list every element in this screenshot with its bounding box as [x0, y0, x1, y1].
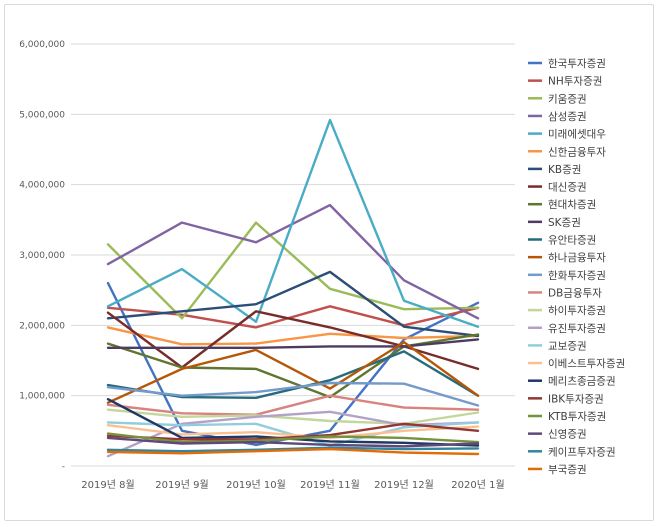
- y-axis-ticks: - 1,000,000 2,000,000 3,000,000 4,000,000 5,0…: [19, 40, 65, 472]
- legend-label: 대신증권: [548, 182, 587, 194]
- legend-label: 케이프투자증권: [548, 446, 616, 458]
- series-line-20: [106, 422, 480, 441]
- series-line-23: [106, 446, 480, 453]
- legend-label: 메리츠종금증권: [548, 376, 616, 388]
- legend-label: 현대차증권: [548, 199, 596, 211]
- legend-label: 한국투자증권: [548, 58, 606, 70]
- series-line-12: [106, 341, 480, 404]
- series-line-21: [106, 432, 480, 444]
- y-tick-label: 3,000,000: [19, 251, 65, 261]
- legend-label: 하나금융투자: [548, 251, 606, 264]
- series-line-7: [106, 270, 480, 338]
- x-tick-label: 2019년 9월: [155, 479, 208, 491]
- y-tick-label: -: [62, 462, 65, 472]
- series-line-6: [106, 326, 480, 346]
- series-line-15: [106, 408, 480, 425]
- series-line-5: [106, 118, 480, 328]
- legend-label: NH투자증권: [548, 76, 602, 88]
- x-tick-label: 2019년 10월: [226, 479, 286, 491]
- series-lines: [106, 118, 480, 458]
- legend-label: IBK투자증권: [548, 393, 604, 405]
- legend-label: 교보증권: [548, 340, 587, 352]
- series-line-22: [106, 436, 480, 448]
- x-axis-ticks: 2019년 8월 2019년 9월 2019년 10월 2019년 11월 2019년 …: [81, 479, 504, 491]
- y-tick-label: 2,000,000: [19, 321, 65, 331]
- x-tick-label: 2020년 1월: [451, 479, 504, 491]
- line-chart: - 1,000,000 2,000,000 3,000,000 4,000,000 5,0…: [19, 40, 625, 491]
- legend-label: 삼성증권: [548, 111, 587, 123]
- legend-label: 신영증권: [548, 429, 587, 441]
- series-line-13: [106, 381, 480, 407]
- y-tick-label: 5,000,000: [19, 110, 65, 120]
- legend-label: 하이투자증권: [548, 304, 606, 317]
- series-line-3: [106, 221, 480, 320]
- y-tick-label: 1,000,000: [19, 392, 65, 402]
- series-line-10: [106, 338, 480, 349]
- legend-label: 이베스트투자증권: [548, 358, 625, 370]
- legend-label: 미래에셋대우: [548, 129, 606, 141]
- y-tick-label: 6,000,000: [19, 40, 65, 50]
- series-line-14: [106, 394, 480, 416]
- legend-label: SK증권: [548, 217, 581, 229]
- legend-label: 부국증권: [548, 464, 587, 476]
- gridlines: [71, 43, 515, 467]
- legend-label: DB금융투자: [548, 287, 602, 299]
- legend-label: KTB투자증권: [548, 411, 606, 423]
- x-tick-label: 2019년 11월: [300, 479, 360, 491]
- legend-label: 유진투자증권: [548, 323, 606, 335]
- y-tick-label: 4,000,000: [19, 181, 65, 191]
- legend-label: KB증권: [548, 164, 581, 176]
- legend-label: 유안타증권: [548, 235, 596, 247]
- legend-label: 신한금융투자: [548, 146, 606, 158]
- legend-label: 한화투자증권: [548, 270, 606, 282]
- chart-frame: - 1,000,000 2,000,000 3,000,000 4,000,000 5,0…: [4, 4, 654, 521]
- series-line-11: [106, 350, 480, 399]
- series-line-24: [106, 447, 480, 456]
- x-tick-label: 2019년 8월: [81, 479, 134, 491]
- series-line-18: [106, 424, 480, 440]
- legend-label: 키움증권: [548, 93, 587, 105]
- x-tick-label: 2019년 12월: [374, 479, 434, 491]
